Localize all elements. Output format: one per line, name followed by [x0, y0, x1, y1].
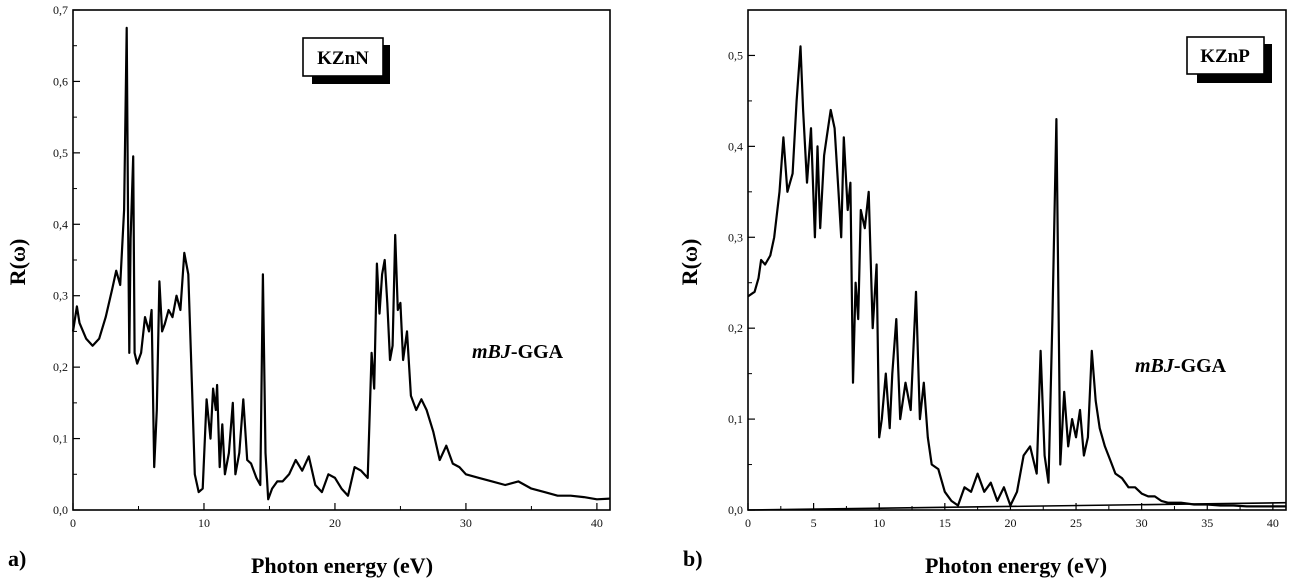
panel-b-series-line-1	[747, 45, 1286, 508]
panel-a-compound-box	[302, 37, 384, 77]
panel-a-ytick-label: 0,0	[53, 503, 68, 517]
panel-b-method-label: mBJ-GGA	[1135, 355, 1227, 377]
panel-b-ylabel: R(ω)	[677, 239, 702, 286]
panel-a-method-italic: mBJ	[472, 341, 512, 363]
panel-b-xtick-label: 5	[811, 516, 817, 530]
panel-b-ytick-label: 0,0	[728, 503, 743, 517]
panel-a-chart: 0 10 20 30 40 0,0 0,1 0,2 0,3 0,4 0,5 0,6 0,7 KZnN m…	[5, 3, 611, 578]
panel-a-ytick-label: 0,3	[53, 289, 68, 303]
panel-b-compound-box	[1186, 36, 1265, 75]
panel-a-ticks: 0 10 20 30 40 0,0 0,1 0,2 0,3 0,4 0,5 0,6 0,7	[53, 3, 603, 530]
panel-a-xtick-label: 0	[70, 516, 76, 530]
panel-a-ytick-label: 0,5	[53, 146, 68, 160]
panel-b-method-italic: mBJ	[1135, 355, 1175, 377]
panel-a-series-line-1	[71, 26, 611, 501]
panel-b-xtick-label: 35	[1201, 516, 1213, 530]
panel-b-ytick-label: 0,4	[728, 139, 743, 153]
panel-a-compound-text: KZnN	[317, 48, 369, 69]
panel-a-xtick-label: 20	[329, 516, 341, 530]
panel-b-xtick-label: 15	[939, 516, 951, 530]
panel-b-series	[747, 45, 1287, 511]
panel-b-letter: b)	[683, 546, 703, 571]
panel-b-xtick-label: 0	[745, 516, 751, 530]
panel-b-ticks: 0 5 10 15 20 25 30 35 40 0,0 0,1 0,2 0,3 0,4 0,5	[728, 9, 1279, 530]
panel-a-ylabel: R(ω)	[5, 239, 30, 286]
panel-a-ytick-label: 0,4	[53, 217, 68, 231]
panel-b-ytick-label: 0,2	[728, 321, 743, 335]
panel-b-ytick-label: 0,1	[728, 412, 743, 426]
panel-b-xtick-label: 10	[873, 516, 885, 530]
panel-b-chart: 0 5 10 15 20 25 30 35 400,00,10,20,30,40,5 KZnP …	[677, 9, 1287, 578]
panel-b-compound-label: KZnP	[1186, 36, 1272, 83]
panel-a-compound-label: KZnN	[302, 37, 390, 84]
panel-b-compound-text: KZnP	[1200, 46, 1250, 67]
panel-a-xtick-label: 40	[591, 516, 603, 530]
panel-a-xlabel: Photon energy (eV)	[251, 553, 433, 578]
panel-b-xtick-label: 25	[1070, 516, 1082, 530]
panel-b-ytick-label: 0,3	[728, 230, 743, 244]
panel-b-method-rest: -GGA	[1174, 355, 1227, 377]
panel-a-letter: a)	[8, 546, 26, 571]
panel-a-ytick-label: 0,7	[53, 3, 68, 17]
panel-b-xlabel: Photon energy (eV)	[925, 553, 1107, 578]
panel-b-plot-frame	[747, 9, 1287, 511]
panel-b-xtick-label: 30	[1136, 516, 1148, 530]
panel-b-xtick-label: 40	[1267, 516, 1279, 530]
panel-a-method-rest: -GGA	[511, 341, 564, 363]
panel-a-ytick-label: 0,1	[53, 432, 68, 446]
panel-b-xtick-label: 20	[1004, 516, 1016, 530]
panel-a-series	[71, 26, 611, 501]
panel-a-ytick-label: 0,2	[53, 360, 68, 374]
panel-b-ytick-label: 0,5	[728, 48, 743, 62]
panel-a-ytick-label: 0,6	[53, 74, 68, 88]
panel-a-xtick-label: 30	[460, 516, 472, 530]
panel-a-method-label: mBJ-GGA	[472, 341, 564, 363]
panel-a-xtick-label: 10	[198, 516, 210, 530]
panel-b-series-line-2	[747, 501, 1287, 511]
